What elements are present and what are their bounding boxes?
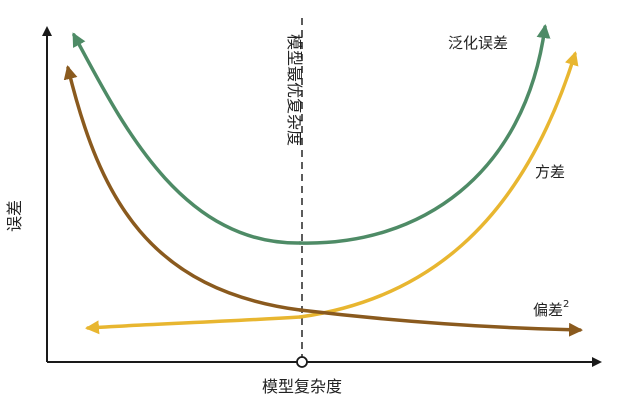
bias-squared-label: 偏差2	[533, 299, 569, 319]
bias-squared-curve-left	[63, 65, 302, 312]
y-axis-label: 误差	[5, 200, 24, 232]
optimal-complexity-marker	[296, 356, 308, 368]
bias-squared-text: 偏差	[533, 301, 563, 319]
generalization-error-curve	[298, 24, 551, 245]
variance-label: 方差	[535, 163, 565, 181]
x-axis-label: 模型复杂度	[262, 377, 342, 396]
generalization-error-label: 泛化误差	[448, 34, 508, 52]
variance-curve-left	[85, 315, 302, 335]
variance-curve	[298, 51, 579, 319]
bias-squared-curve	[298, 308, 583, 337]
bias-squared-exponent: 2	[563, 299, 569, 310]
generalization-error-curve-left	[72, 32, 302, 245]
optimal-complexity-label: 模型最优复杂度	[285, 34, 304, 146]
